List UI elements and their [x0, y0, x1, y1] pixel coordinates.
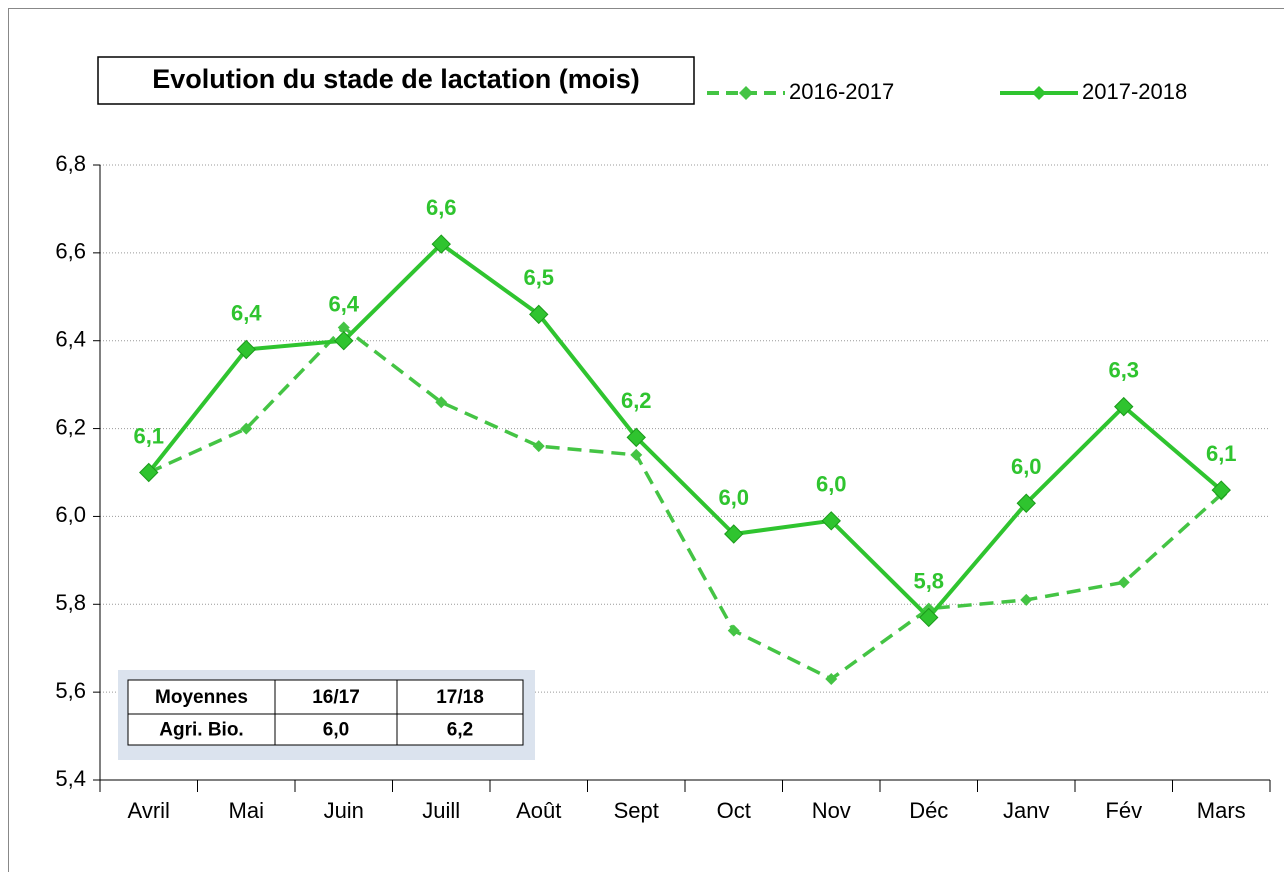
- point-marker: [1211, 480, 1231, 500]
- table-cell: [396, 679, 524, 715]
- data-label: 6,5: [523, 265, 554, 290]
- data-label: 6,3: [1108, 357, 1139, 382]
- title-box: [97, 56, 695, 105]
- y-tick-label: 5,4: [55, 766, 86, 791]
- x-tick-label: Déc: [909, 798, 948, 823]
- x-tick-label: Mai: [229, 798, 264, 823]
- data-label: 6,0: [1011, 454, 1042, 479]
- summary-table: Moyennes 16/17 17/18 Agri. Bio. 6,0 6,2: [118, 670, 535, 760]
- point-marker: [1114, 396, 1134, 417]
- y-tick-label: 6,0: [55, 502, 86, 527]
- data-label: 6,1: [1206, 441, 1237, 466]
- data-label: 6,1: [133, 423, 164, 448]
- point-marker: [724, 524, 744, 544]
- point-marker: [337, 321, 350, 334]
- legend-label: 2017-2018: [1082, 79, 1187, 104]
- chart-title: Evolution du stade de lactation (mois): [152, 64, 640, 94]
- x-tick-label: Avril: [128, 798, 170, 823]
- table-text: Agri. Bio.: [159, 720, 243, 741]
- data-label: 6,4: [328, 292, 359, 317]
- point-marker: [532, 440, 545, 453]
- point-marker: [431, 234, 451, 254]
- x-tick-label: Fév: [1105, 798, 1142, 823]
- y-tick-label: 5,6: [55, 678, 86, 703]
- point-marker: [334, 331, 354, 351]
- plot: 6,1 6,4 6,4 6,6 6,5 6,2 6,0 6,0 5,8 6,0 6,3 6,1: [133, 195, 1237, 685]
- point-marker: [825, 672, 838, 685]
- legend: 2016-2017 2017-2018: [707, 79, 1187, 104]
- data-label: 5,8: [913, 568, 944, 593]
- chart-frame: [8, 8, 1284, 872]
- table-text: Moyennes: [155, 687, 248, 708]
- table-text: 6,0: [323, 720, 349, 741]
- data-label: 6,6: [426, 195, 457, 220]
- x-tick-label: Mars: [1197, 798, 1246, 823]
- axes: 5,4 5,6 5,8 6,0 6,2 6,4 6,6 6,8 Avril Mai Juin Juil…: [55, 151, 1271, 823]
- table-text: 16/17: [312, 687, 360, 708]
- point-marker: [630, 448, 643, 461]
- point-marker: [139, 462, 159, 483]
- table-cell: [127, 679, 276, 715]
- point-marker: [626, 427, 646, 448]
- table-text: 6,2: [447, 720, 473, 741]
- y-tick-label: 6,4: [55, 327, 86, 352]
- x-tick-label: Juill: [422, 798, 460, 823]
- x-tick-label: Janv: [1003, 798, 1049, 823]
- point-marker: [1016, 493, 1036, 513]
- point-marker: [1020, 593, 1033, 606]
- y-tick-label: 6,8: [55, 151, 86, 176]
- point-marker: [1117, 576, 1130, 589]
- point-marker: [919, 607, 939, 628]
- legend-marker: [1032, 86, 1046, 100]
- y-tick-label: 6,2: [55, 414, 86, 439]
- legend-label: 2016-2017: [789, 79, 894, 104]
- data-label: 6,4: [231, 300, 262, 325]
- table-cell: [274, 713, 398, 746]
- grid: [100, 164, 1270, 781]
- point-marker: [435, 396, 448, 409]
- legend-marker: [739, 86, 753, 100]
- point-marker: [529, 304, 549, 325]
- x-tick-label: Juin: [324, 798, 364, 823]
- table-cell: [127, 713, 276, 746]
- x-tick-label: Nov: [812, 798, 851, 823]
- table-cell: [396, 713, 524, 746]
- series-line: [147, 241, 1223, 621]
- y-tick-label: 5,8: [55, 590, 86, 615]
- x-tick-label: Oct: [717, 798, 751, 823]
- data-label: 6,0: [816, 472, 847, 497]
- series-line: [148, 325, 1223, 682]
- table-text: 17/18: [436, 687, 484, 708]
- point-marker: [821, 511, 841, 531]
- x-tick-label: Août: [516, 798, 561, 823]
- point-marker: [727, 624, 740, 637]
- point-marker: [240, 422, 253, 435]
- y-tick-label: 6,6: [55, 239, 86, 264]
- data-label: 6,2: [621, 388, 652, 413]
- point-marker: [236, 339, 256, 360]
- data-label: 6,0: [718, 485, 749, 510]
- x-tick-label: Sept: [614, 798, 659, 823]
